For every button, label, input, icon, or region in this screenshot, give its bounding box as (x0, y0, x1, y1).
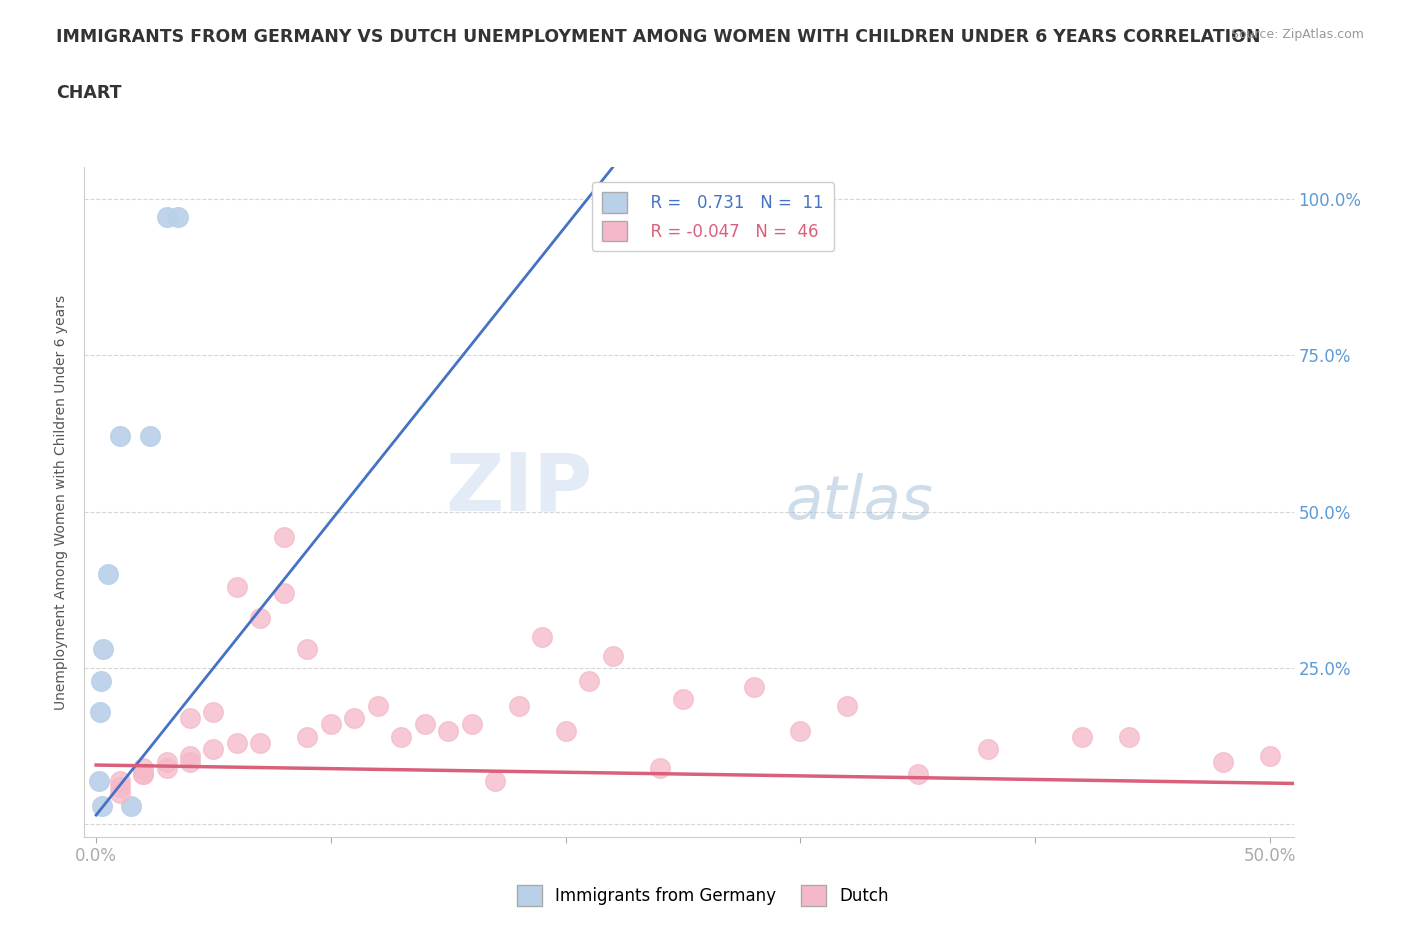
Point (907, 767, 929, 782)
Point (977, 742, 1000, 757)
Point (273, 586, 295, 601)
Point (742, 680, 765, 695)
Point (179, 754, 201, 769)
Point (249, 736, 271, 751)
Point (672, 692, 695, 707)
Point (91, 642, 114, 657)
Point (1212, 754, 1234, 769)
Point (155, 210, 177, 225)
Point (648, 761, 671, 776)
Point (837, 698, 859, 713)
Point (389, 729, 412, 744)
Point (97, 566, 120, 581)
Point (179, 749, 201, 764)
Point (167, 210, 190, 225)
Point (179, 711, 201, 725)
Point (367, 698, 389, 713)
Point (132, 767, 155, 782)
Text: CHART: CHART (56, 84, 122, 101)
Point (1258, 749, 1281, 764)
Point (1306, 749, 1329, 764)
Point (87, 773, 110, 788)
Text: ZIP: ZIP (444, 450, 592, 528)
Point (602, 648, 624, 663)
Legend:   R =   0.731   N =  11,   R = -0.047   N =  46: R = 0.731 N = 11, R = -0.047 N = 46 (592, 182, 834, 251)
Point (437, 724, 460, 738)
Point (319, 717, 342, 732)
Point (139, 429, 162, 444)
Point (108, 786, 131, 801)
Text: atlas: atlas (786, 472, 934, 532)
Point (343, 711, 366, 725)
Point (484, 773, 506, 788)
Point (108, 429, 131, 444)
Legend: Immigrants from Germany, Dutch: Immigrants from Germany, Dutch (510, 879, 896, 912)
Point (108, 773, 131, 788)
Point (1118, 729, 1140, 744)
Point (578, 673, 600, 688)
Point (132, 761, 155, 776)
Point (461, 717, 484, 732)
Point (249, 610, 271, 625)
Point (226, 579, 249, 594)
Point (108, 779, 131, 794)
Point (554, 724, 576, 738)
Point (89, 704, 111, 719)
Point (155, 754, 177, 769)
Point (91, 798, 114, 813)
Point (226, 736, 249, 751)
Y-axis label: Unemployment Among Women with Children Under 6 years: Unemployment Among Women with Children U… (55, 295, 69, 710)
Text: Source: ZipAtlas.com: Source: ZipAtlas.com (1230, 28, 1364, 41)
Point (413, 717, 436, 732)
Text: IMMIGRANTS FROM GERMANY VS DUTCH UNEMPLOYMENT AMONG WOMEN WITH CHILDREN UNDER 6 : IMMIGRANTS FROM GERMANY VS DUTCH UNEMPLO… (56, 28, 1261, 46)
Point (202, 742, 225, 757)
Point (789, 724, 811, 738)
Point (120, 798, 142, 813)
Point (531, 630, 554, 644)
Point (202, 704, 225, 719)
Point (1071, 729, 1094, 744)
Point (90, 673, 112, 688)
Point (155, 761, 177, 776)
Point (273, 529, 295, 544)
Point (132, 767, 155, 782)
Point (297, 642, 319, 657)
Point (297, 729, 319, 744)
Point (508, 698, 530, 713)
